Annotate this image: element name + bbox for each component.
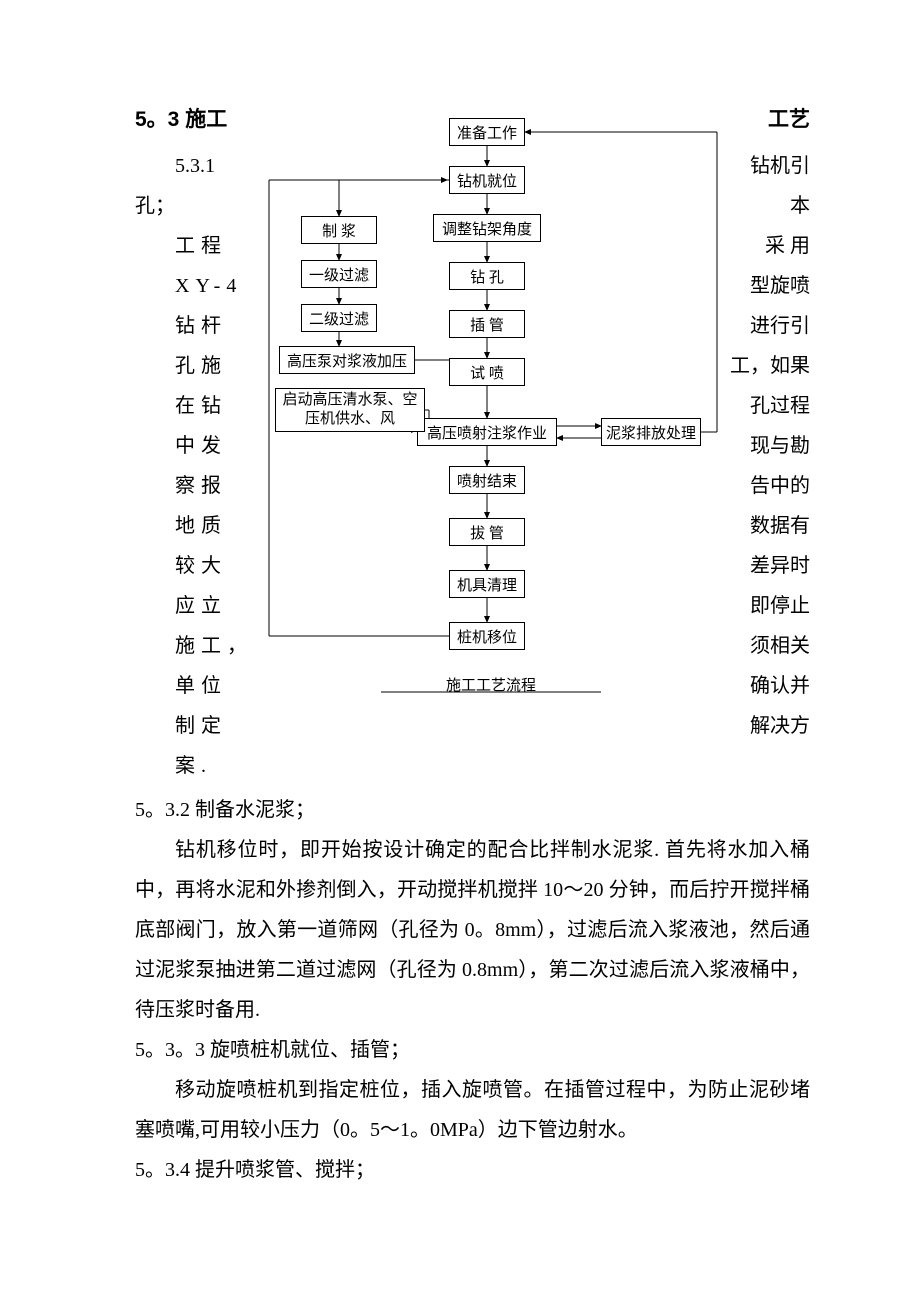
wrap-row-left: 孔施 — [135, 346, 227, 386]
s532-body: 钻机移位时，即开始按设计确定的配合比拌制水泥浆. 首先将水加入桶中，再将水泥和外… — [135, 830, 810, 1030]
wrap-row-left: 较大 — [135, 546, 227, 586]
wrap-row-right: 现与勘 — [750, 426, 810, 466]
fc-insert: 插 管 — [449, 310, 525, 338]
wrap-row-left: 应立 — [135, 586, 227, 626]
fc-drill: 钻 孔 — [449, 262, 525, 290]
wrap-row-left: 工程 — [135, 226, 227, 266]
wrap-row-left: 中发 — [135, 426, 227, 466]
wrap-row-left: 案. — [135, 746, 212, 786]
heading-num: 5。3 — [135, 108, 179, 131]
fc-caption: 施工工艺流程 — [431, 674, 551, 695]
wrap-row-right: 采 用 — [765, 226, 810, 266]
heading-left: 5。3 施工 — [135, 100, 227, 140]
wrap-row-right: 差异时 — [750, 546, 810, 586]
s533-body: 移动旋喷桩机到指定桩位，插入旋喷管。在插管过程中，为防止泥砂堵塞喷嘴,可用较小压… — [135, 1070, 810, 1150]
wrap-row-right: 须相关 — [750, 626, 810, 666]
wrap-row-right: 确认并 — [750, 666, 810, 706]
fc-pos: 钻机就位 — [449, 166, 525, 194]
wrap-row-left: 施工， — [135, 626, 253, 666]
wrap-row-right: 告中的 — [750, 466, 810, 506]
fc-prep: 准备工作 — [449, 118, 525, 146]
fc-f2: 二级过滤 — [301, 304, 377, 332]
wrap-row-left: 单位 — [135, 666, 227, 706]
fc-press: 高压泵对浆液加压 — [279, 346, 415, 374]
s531-r2: 本 — [790, 186, 810, 226]
wrap-row-left: 制定 — [135, 706, 227, 746]
wrap-row-right: 工，如果 — [730, 346, 810, 386]
heading-title-left: 施工 — [185, 108, 227, 131]
s531-num: 5.3.1 — [135, 146, 215, 186]
wrap-row-right: 进行引 — [750, 306, 810, 346]
wrap-row-left: 察报 — [135, 466, 227, 506]
s531-r1: 钻机引 — [750, 146, 810, 186]
wrap-row-right: 即停止 — [750, 586, 810, 626]
flowchart: 准备工作 钻机就位 调整钻架角度 钻 孔 插 管 试 喷 高压喷射注浆作业 喷射… — [261, 118, 739, 728]
fc-move: 桩机移位 — [449, 622, 525, 650]
fc-clean: 机具清理 — [449, 570, 525, 598]
wrap-row-left: 在钻 — [135, 386, 227, 426]
wrap-row: 案. — [135, 746, 810, 786]
heading-title-right: 工艺 — [768, 100, 810, 140]
fc-pull: 拔 管 — [449, 518, 525, 546]
s531-l2: 孔； — [135, 186, 175, 226]
wrap-row-right: 型旋喷 — [750, 266, 810, 306]
fc-inject: 高压喷射注浆作业 — [417, 418, 557, 446]
s533-title: 5。3。3 旋喷桩机就位、插管； — [135, 1030, 810, 1070]
wrap-row-right: 孔过程 — [750, 386, 810, 426]
fc-mix: 制 浆 — [301, 216, 377, 244]
fc-f1: 一级过滤 — [301, 260, 377, 288]
s534-title: 5。3.4 提升喷浆管、搅拌； — [135, 1150, 810, 1190]
fc-test: 试 喷 — [449, 358, 525, 386]
wrap-row-left: 地质 — [135, 506, 227, 546]
wrap-row-right: 解决方 — [750, 706, 810, 746]
wrap-row-left: 钻杆 — [135, 306, 227, 346]
fc-sludge: 泥浆排放处理 — [601, 418, 701, 446]
fc-end: 喷射结束 — [449, 466, 525, 494]
page: 5。3 施工 工艺 5.3.1 钻机引 孔； 本 工程 采 用 XY-4 型旋喷钻杆 进… — [0, 0, 920, 1302]
wrap-row-left: XY-4 — [135, 266, 242, 306]
s532-title: 5。3.2 制备水泥浆； — [135, 790, 810, 830]
wrap-row-right: 数据有 — [750, 506, 810, 546]
fc-angle: 调整钻架角度 — [433, 214, 541, 242]
fc-launch: 启动高压清水泵、空压机供水、风 — [275, 388, 425, 432]
